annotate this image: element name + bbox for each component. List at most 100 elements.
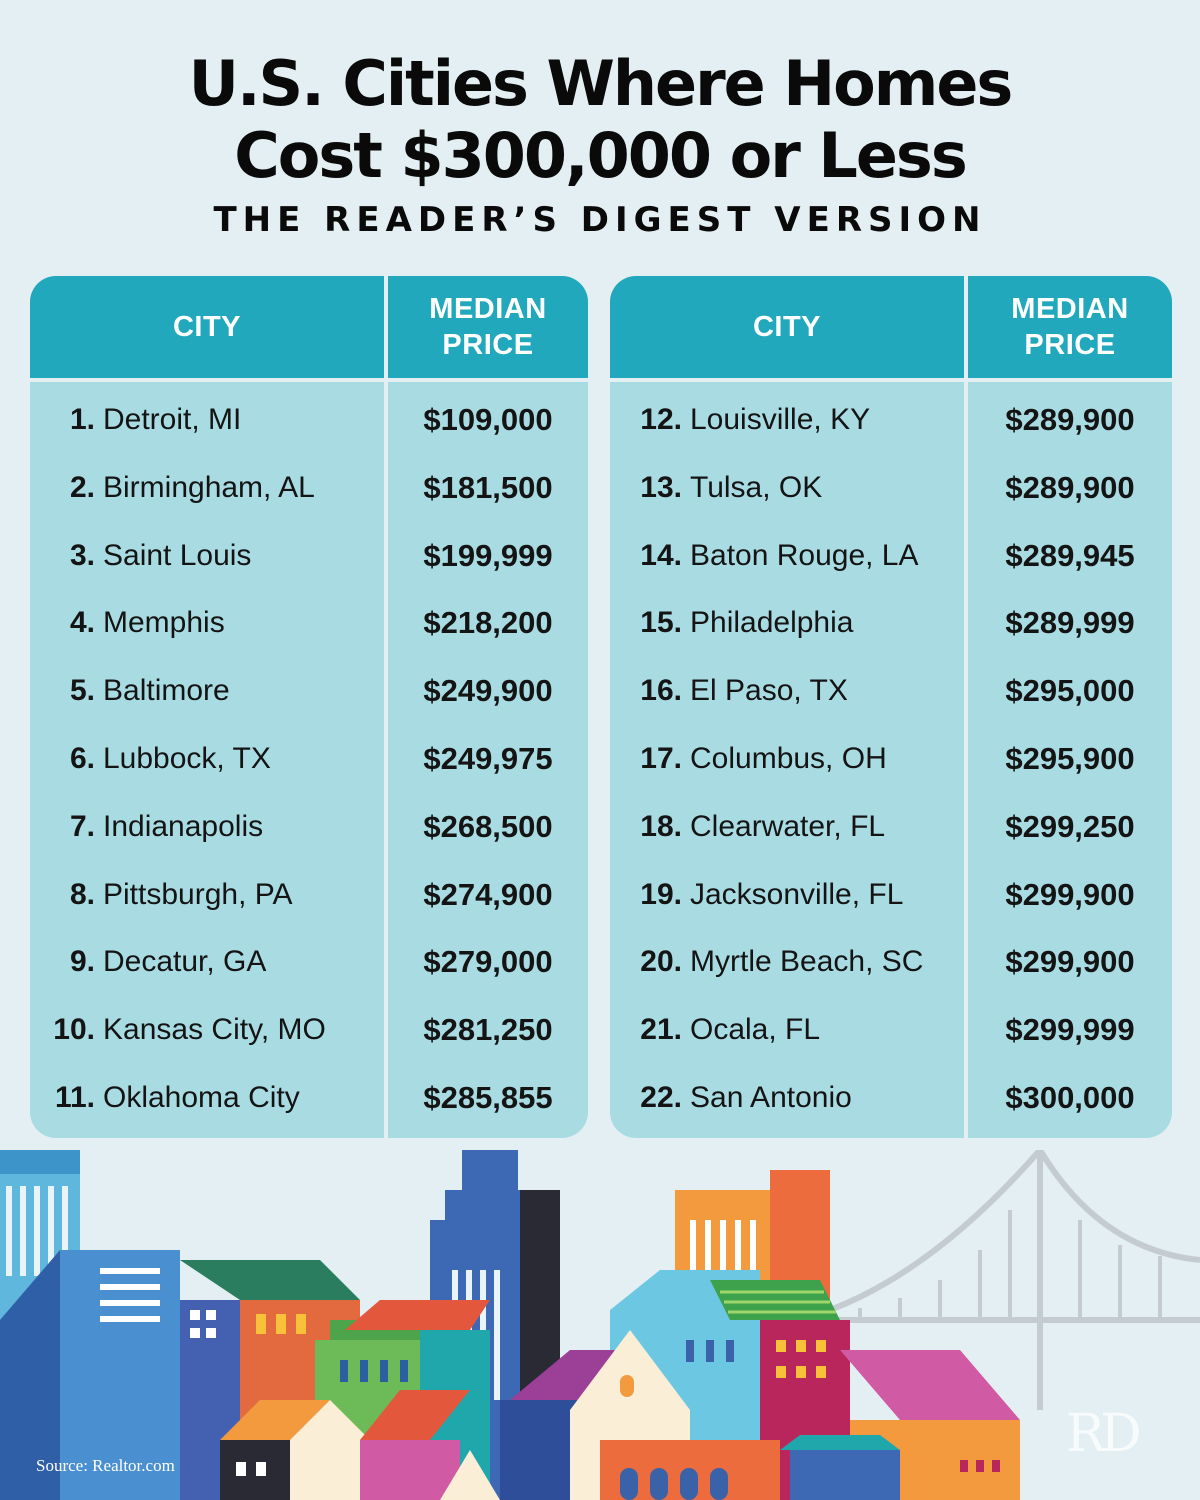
price-table-right: CITY MEDIAN PRICE 12. Louisville, KY $289,9… [610, 276, 1172, 1138]
median-price: $279,000 [423, 944, 553, 980]
table-row: 22. San Antonio $300,000 [610, 1064, 1172, 1132]
table-row: 8. Pittsburgh, PA $274,900 [30, 861, 588, 929]
price-header-line-2: PRICE [1024, 329, 1116, 361]
rank-number: 3. [69, 538, 95, 572]
table-header: CITY MEDIAN PRICE [30, 276, 588, 378]
rank-number: 6. [69, 742, 95, 775]
city-name: Ocala, FL [690, 1013, 821, 1047]
median-price: $199,999 [423, 537, 553, 573]
table-row: 3. Saint Louis $199,999 [30, 522, 588, 590]
city-name: Decatur, GA [103, 945, 267, 979]
table-row: 5. Baltimore $249,900 [30, 657, 588, 725]
table-row: 20. Myrtle Beach, SC $299,900 [610, 928, 1172, 996]
table-row: 9. Decatur, GA $279,000 [30, 928, 588, 996]
table-row: 13. Tulsa, OK $289,900 [610, 454, 1172, 522]
price-column-header: MEDIAN PRICE [388, 276, 588, 378]
rank-number: 8. [69, 877, 95, 911]
median-price: $299,250 [1005, 808, 1135, 844]
city-name: Baton Rouge, LA [690, 538, 919, 572]
table-row: 19. Jacksonville, FL $299,900 [610, 861, 1172, 929]
table-row: 1. Detroit, MI $109,000 [30, 386, 588, 454]
price-header-line-1: MEDIAN [429, 293, 547, 325]
table-row: 16. El Paso, TX $295,000 [610, 657, 1172, 725]
rank-number: 15. [640, 606, 682, 640]
median-price: $289,900 [1005, 469, 1135, 505]
rank-number: 5. [69, 674, 95, 708]
table-row: 18. Clearwater, FL $299,250 [610, 793, 1172, 861]
rank-number: 2. [69, 470, 95, 504]
table-row: 4. Memphis $218,200 [30, 589, 588, 657]
page-title: U.S. Cities Where Homes Cost $300,000 or… [0, 48, 1200, 192]
rank-number: 12. [640, 403, 682, 436]
table-row: 12. Louisville, KY $289,900 [610, 386, 1172, 454]
median-price: $109,000 [423, 402, 553, 437]
city-name: Memphis [103, 606, 225, 640]
rank-number: 16. [640, 674, 682, 708]
city-name: Baltimore [103, 674, 230, 708]
rank-number: 4. [69, 606, 95, 640]
median-price: $249,900 [423, 673, 553, 709]
city-name: Tulsa, OK [690, 470, 823, 504]
rank-number: 7. [69, 809, 95, 843]
column-divider [964, 276, 968, 1138]
rank-number: 1. [69, 403, 95, 436]
rd-logo: RD [1066, 1404, 1142, 1464]
title-line-2: Cost $300,000 or Less [234, 119, 967, 192]
city-name: Louisville, KY [690, 403, 871, 436]
median-price: $268,500 [423, 808, 553, 844]
city-name: El Paso, TX [690, 674, 848, 708]
city-name: Clearwater, FL [690, 809, 886, 843]
table-row: 21. Ocala, FL $299,999 [610, 996, 1172, 1064]
rank-number: 17. [640, 742, 682, 775]
city-name: Saint Louis [103, 538, 252, 572]
page-subtitle: THE READER’S DIGEST VERSION [213, 200, 987, 240]
rank-number: 18. [640, 809, 682, 843]
median-price: $289,999 [1005, 605, 1135, 641]
city-name: Indianapolis [103, 809, 264, 843]
table-row: 17. Columbus, OH $295,900 [610, 725, 1172, 793]
header-divider [30, 378, 588, 382]
rank-number: 20. [640, 945, 682, 979]
city-name: Myrtle Beach, SC [690, 945, 924, 979]
column-divider [384, 276, 388, 1138]
price-header-line-2: PRICE [442, 329, 534, 361]
median-price: $218,200 [423, 605, 553, 641]
city-name: San Antonio [690, 1081, 852, 1114]
table-row: 10. Kansas City, MO $281,250 [30, 996, 588, 1064]
price-table-left: CITY MEDIAN PRICE 1. Detroit, MI $109,000 2.… [30, 276, 588, 1138]
rank-number: 10. [53, 1013, 95, 1047]
city-name: Birmingham, AL [103, 470, 315, 504]
city-name: Oklahoma City [103, 1081, 300, 1114]
table-row: 11. Oklahoma City $285,855 [30, 1064, 588, 1132]
median-price: $295,900 [1005, 741, 1135, 776]
rank-number: 19. [640, 877, 682, 911]
median-price: $299,900 [1005, 876, 1135, 912]
median-price: $249,975 [423, 741, 553, 776]
median-price: $295,000 [1005, 673, 1135, 709]
city-name: Lubbock, TX [103, 742, 271, 775]
city-skyline-illustration [0, 1150, 1200, 1500]
table-row: 15. Philadelphia $289,999 [610, 589, 1172, 657]
rank-number: 11. [54, 1081, 95, 1114]
table-row: 6. Lubbock, TX $249,975 [30, 725, 588, 793]
table-row: 2. Birmingham, AL $181,500 [30, 454, 588, 522]
city-column-header: CITY [752, 311, 822, 343]
rank-number: 22. [640, 1081, 682, 1114]
title-line-1: U.S. Cities Where Homes [188, 47, 1014, 120]
median-price: $289,945 [1005, 537, 1135, 573]
median-price: $285,855 [423, 1080, 553, 1115]
city-name: Columbus, OH [690, 742, 887, 775]
price-column-header: MEDIAN PRICE [968, 276, 1172, 378]
median-price: $300,000 [1005, 1080, 1135, 1115]
city-name: Philadelphia [690, 606, 854, 640]
house [570, 1330, 690, 1410]
median-price: $289,900 [1005, 402, 1135, 437]
median-price: $299,999 [1005, 1012, 1135, 1048]
header-divider [610, 378, 1172, 382]
city-name: Pittsburgh, PA [103, 877, 293, 911]
rank-number: 13. [640, 470, 682, 504]
price-header-line-1: MEDIAN [1011, 293, 1129, 325]
median-price: $281,250 [423, 1012, 553, 1048]
city-name: Jacksonville, FL [690, 877, 904, 911]
median-price: $299,900 [1005, 944, 1135, 980]
